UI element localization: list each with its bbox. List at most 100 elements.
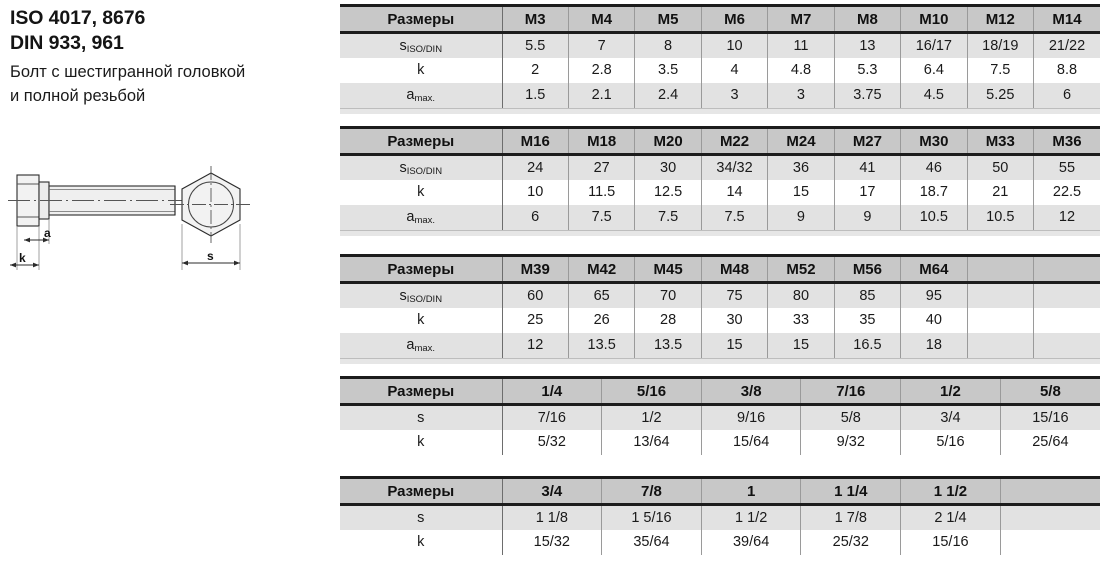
row-label-subscript: max. <box>414 343 436 354</box>
table-row: sISO/DIN 60 65 70 75 80 85 95 <box>340 282 1100 308</box>
cell-k-M52: 33 <box>767 307 835 333</box>
cell-k-M6: 4 <box>700 57 768 83</box>
header-label-cell: Размеры <box>340 126 502 156</box>
cell-k-M5: 3.5 <box>634 57 702 83</box>
cell-s-M20: 30 <box>634 154 702 180</box>
cell-k-M30: 18.7 <box>900 179 968 205</box>
table-bottom-strip <box>340 229 1100 236</box>
column-header-M5: M5 <box>634 4 702 34</box>
cell-a-M52: 15 <box>767 332 835 358</box>
title-block: ISO 4017, 8676 DIN 933, 961 Болт с шести… <box>10 6 336 108</box>
row-label-s: s <box>340 504 502 530</box>
cell-s-M7: 11 <box>767 32 835 58</box>
cell-a-M14: 6 <box>1033 82 1100 108</box>
cell-a-M18: 7.5 <box>567 204 635 230</box>
cell-k-1-1-4: 25/32 <box>800 529 901 555</box>
header-label-cell: Размеры <box>340 476 502 506</box>
row-label-subscript: ISO/DIN <box>406 43 443 55</box>
column-header-3-4: 3/4 <box>501 476 602 506</box>
cell-s-M8: 13 <box>833 32 901 58</box>
cell-a-M39: 12 <box>501 332 569 358</box>
column-header-M48: M48 <box>700 254 768 284</box>
column-header-1-4: 1/4 <box>501 376 602 406</box>
standard-line-2: DIN 933, 961 <box>10 32 124 54</box>
cell-k-1: 39/64 <box>700 529 801 555</box>
cell-k-M8: 5.3 <box>833 57 901 83</box>
column-header-M6: M6 <box>700 4 768 34</box>
cell-k-M10: 6.4 <box>900 57 968 83</box>
description-line-1: Болт с шестигранной головкой <box>10 63 246 81</box>
cell-a-M8: 3.75 <box>833 82 901 108</box>
column-header-M42: M42 <box>567 254 635 284</box>
cell-k-empty <box>966 307 1034 333</box>
header-label-cell: Размеры <box>340 376 502 406</box>
dimension-label-s: s <box>207 249 214 263</box>
standard-line-1: ISO 4017, 8676 <box>10 7 146 29</box>
row-label-s-ISODIN: sISO/DIN <box>340 154 502 180</box>
cell-s-M52: 80 <box>767 282 835 308</box>
cell-k-M42: 26 <box>567 307 635 333</box>
column-header-M7: M7 <box>767 4 835 34</box>
column-header-3-8: 3/8 <box>700 376 801 406</box>
cell-a-M7: 3 <box>767 82 835 108</box>
column-header-M52: M52 <box>767 254 835 284</box>
left-info-panel: ISO 4017, 8676 DIN 933, 961 Болт с шести… <box>0 0 336 566</box>
table-row: amax. 12 13.5 13.5 15 15 16.5 18 <box>340 332 1100 358</box>
cell-s-M14: 21/22 <box>1033 32 1100 58</box>
cell-a-M56: 16.5 <box>833 332 901 358</box>
row-label-k: k <box>340 179 502 205</box>
cell-s-1-1-4: 1 7/8 <box>800 504 901 530</box>
cell-s-M30: 46 <box>900 154 968 180</box>
cell-a-M3: 1.5 <box>501 82 569 108</box>
column-header-M3: M3 <box>501 4 569 34</box>
dimension-label-k: k <box>19 251 26 265</box>
row-label-k: k <box>340 307 502 333</box>
table-header-row: Размеры 3/4 7/8 1 1 1/4 1 1/2 <box>340 476 1100 506</box>
row-label-k: k <box>340 57 502 83</box>
row-label-s-ISODIN: sISO/DIN <box>340 282 502 308</box>
cell-s-1: 1 1/2 <box>700 504 801 530</box>
table-row: amax. 1.5 2.1 2.4 3 3 3.75 4.5 5.25 6 <box>340 82 1100 108</box>
cell-a-M33: 10.5 <box>966 204 1034 230</box>
column-header-M45: M45 <box>634 254 702 284</box>
cell-a-M64: 18 <box>900 332 968 358</box>
cell-s-M4: 7 <box>567 32 635 58</box>
cell-k-M22: 14 <box>700 179 768 205</box>
column-header-M16: M16 <box>501 126 569 156</box>
cell-k-M27: 17 <box>833 179 901 205</box>
cell-s-7-8: 1 5/16 <box>601 504 702 530</box>
spec-table-imperial-1: Размеры 1/4 5/16 3/8 7/16 1/2 5/8 s 7/16 1/2 9/16 5… <box>340 376 1100 455</box>
column-header-M27: M27 <box>833 126 901 156</box>
header-label-cell: Размеры <box>340 4 502 34</box>
table-row: k 15/32 35/64 39/64 25/32 15/16 <box>340 529 1100 555</box>
cell-a-M5: 2.4 <box>634 82 702 108</box>
cell-k-3-8: 15/64 <box>700 429 801 455</box>
cell-a-M20: 7.5 <box>634 204 702 230</box>
cell-s-empty <box>966 282 1034 308</box>
cell-k-M3: 2 <box>501 57 569 83</box>
column-header-M12: M12 <box>966 4 1034 34</box>
cell-a-M45: 13.5 <box>634 332 702 358</box>
cell-k-empty <box>999 529 1100 555</box>
cell-s-M5: 8 <box>634 32 702 58</box>
cell-s-M18: 27 <box>567 154 635 180</box>
column-header-7-16: 7/16 <box>800 376 901 406</box>
cell-s-M24: 36 <box>767 154 835 180</box>
cell-k-M20: 12.5 <box>634 179 702 205</box>
hex-bolt-full-thread-drawing: a k s <box>0 158 300 278</box>
header-label-cell: Размеры <box>340 254 502 284</box>
cell-s-M22: 34/32 <box>700 154 768 180</box>
column-header-empty <box>966 254 1034 284</box>
product-description: Болт с шестигранной головкой и полной ре… <box>10 60 336 108</box>
cell-a-M22: 7.5 <box>700 204 768 230</box>
cell-k-5-16: 13/64 <box>601 429 702 455</box>
cell-s-M36: 55 <box>1033 154 1100 180</box>
description-line-2: и полной резьбой <box>10 87 146 105</box>
table-header-row: Размеры M3 M4 M5 M6 M7 M8 M10 M12 M14 <box>340 4 1100 34</box>
cell-k-3-4: 15/32 <box>501 529 602 555</box>
table-row: k 10 11.5 12.5 14 15 17 18.7 21 22.5 <box>340 179 1100 205</box>
cell-k-M4: 2.8 <box>567 57 635 83</box>
cell-s-M42: 65 <box>567 282 635 308</box>
column-header-1: 1 <box>700 476 801 506</box>
row-label-a-max: amax. <box>340 82 502 108</box>
